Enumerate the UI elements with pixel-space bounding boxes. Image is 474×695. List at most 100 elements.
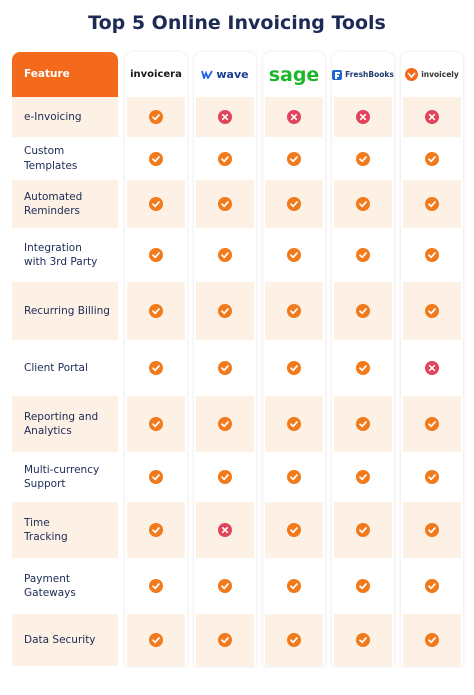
support-cell: [265, 614, 323, 666]
support-cell: [334, 97, 392, 137]
tool-logo: sage: [263, 52, 325, 97]
support-cell: [265, 558, 323, 614]
support-cell: [403, 558, 461, 614]
check-icon: [356, 579, 370, 593]
check-icon: [218, 361, 232, 375]
support-cell: [403, 614, 461, 666]
support-cell: [196, 396, 254, 452]
cross-icon: [425, 361, 439, 375]
support-cell: [196, 340, 254, 396]
support-cell: [403, 282, 461, 340]
check-icon: [287, 361, 301, 375]
check-icon: [287, 579, 301, 593]
support-cell: [196, 614, 254, 666]
support-cell: [196, 137, 254, 180]
support-cell: [334, 228, 392, 282]
support-cell: [196, 97, 254, 137]
check-icon: [287, 248, 301, 262]
support-cell: [127, 228, 185, 282]
check-icon: [425, 197, 439, 211]
check-icon: [149, 304, 163, 318]
support-cell: [265, 502, 323, 558]
check-icon: [356, 633, 370, 647]
check-icon: [425, 470, 439, 484]
support-cell: [127, 97, 185, 137]
tool-logo: invoicely: [401, 52, 463, 97]
support-cell: [196, 452, 254, 502]
support-cell: [403, 97, 461, 137]
support-cell: [334, 137, 392, 180]
check-icon: [218, 248, 232, 262]
check-icon: [356, 151, 370, 166]
check-icon: [425, 304, 439, 318]
check-icon: [149, 470, 163, 484]
support-cell: [403, 228, 461, 282]
tool-logo: invoicera: [125, 52, 187, 97]
feature-cell: Automated Reminders: [12, 180, 118, 228]
support-cell: [127, 180, 185, 228]
tool-logo: FreshBooks: [332, 52, 394, 97]
support-cell: [127, 614, 185, 666]
check-icon: [425, 248, 439, 262]
support-cell: [127, 340, 185, 396]
check-icon: [356, 304, 370, 318]
support-cell: [403, 452, 461, 502]
support-cell: [265, 396, 323, 452]
support-cell: [196, 502, 254, 558]
check-icon: [287, 151, 301, 166]
check-icon: [287, 197, 301, 211]
tool-name: FreshBooks: [345, 70, 394, 79]
check-icon: [218, 470, 232, 484]
support-cell: [334, 558, 392, 614]
feature-cell: Time Tracking: [12, 502, 118, 558]
support-cell: [334, 340, 392, 396]
check-icon: [356, 197, 370, 211]
check-icon: [149, 248, 163, 262]
support-cell: [334, 614, 392, 666]
cross-icon: [218, 110, 232, 124]
support-cell: [127, 282, 185, 340]
feature-cell: Reporting and Analytics: [12, 396, 118, 452]
support-cell: [265, 340, 323, 396]
check-icon: [218, 197, 232, 211]
support-cell: [265, 452, 323, 502]
check-icon: [149, 523, 163, 537]
support-cell: [127, 396, 185, 452]
feature-cell: Payment Gateways: [12, 558, 118, 614]
tool-name: invoicera: [130, 69, 182, 80]
check-icon: [425, 633, 439, 647]
support-cell: [403, 396, 461, 452]
tool-name: invoicely: [421, 70, 459, 79]
support-cell: [334, 180, 392, 228]
check-icon: [425, 417, 439, 431]
check-icon: [149, 633, 163, 647]
check-icon: [287, 523, 301, 537]
check-icon: [425, 151, 439, 166]
check-icon: [425, 523, 439, 537]
check-icon: [287, 633, 301, 647]
support-cell: [265, 282, 323, 340]
check-icon: [356, 417, 370, 431]
support-cell: [265, 228, 323, 282]
check-icon: [218, 304, 232, 318]
support-cell: [196, 228, 254, 282]
cross-icon: [425, 110, 439, 124]
check-icon: [287, 304, 301, 318]
feature-cell: Recurring Billing: [12, 282, 118, 340]
support-cell: [265, 97, 323, 137]
tool-name: sage: [268, 63, 320, 86]
check-icon: [149, 110, 163, 124]
check-icon: [218, 151, 232, 166]
support-cell: [127, 452, 185, 502]
cross-icon: [356, 110, 370, 124]
header-feature: Feature: [12, 52, 118, 97]
check-icon: [149, 579, 163, 593]
check-icon: [218, 579, 232, 593]
support-cell: [403, 180, 461, 228]
check-icon: [149, 361, 163, 375]
support-cell: [127, 137, 185, 180]
support-cell: [403, 340, 461, 396]
check-icon: [287, 417, 301, 431]
check-icon: [149, 417, 163, 431]
